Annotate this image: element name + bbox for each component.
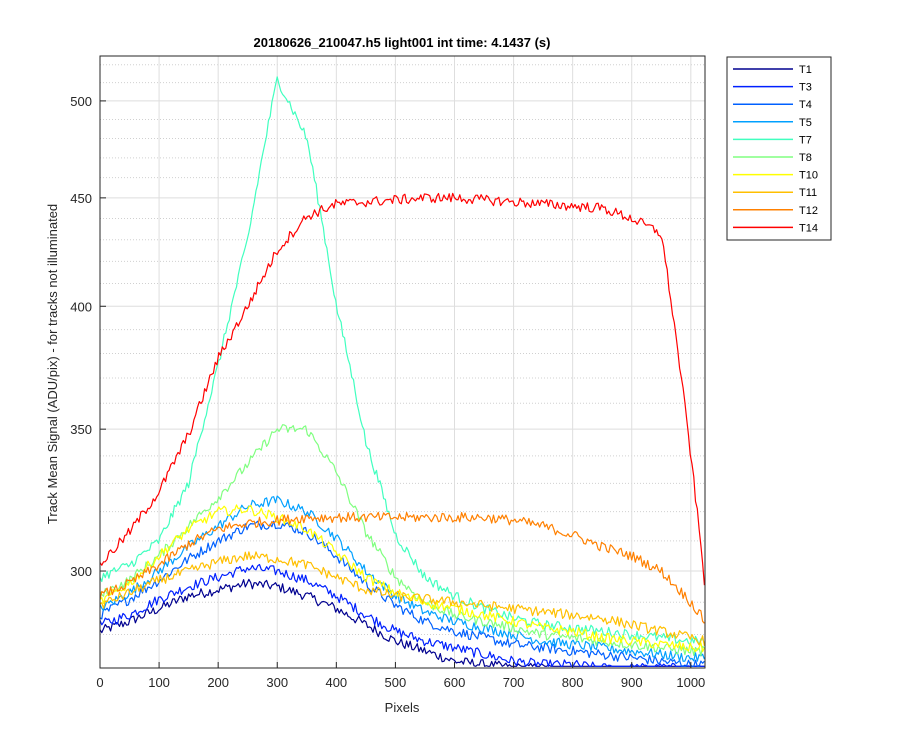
x-tick-label: 200 — [207, 675, 229, 690]
x-tick-label: 600 — [444, 675, 466, 690]
legend-label-t1: T1 — [799, 64, 812, 76]
x-axis-ticks: 0 100 200 300 400 500 600 700 800 900 1000 — [96, 662, 705, 690]
legend-label-t10: T10 — [799, 170, 818, 182]
x-tick-label: 900 — [621, 675, 643, 690]
x-tick-label: 1000 — [676, 675, 705, 690]
plot-area — [100, 56, 705, 668]
series-group — [99, 76, 705, 667]
series-line-t3 — [99, 563, 705, 667]
x-tick-label: 400 — [325, 675, 347, 690]
legend-label-t8: T8 — [799, 152, 812, 164]
y-axis-ticks: 300 350 400 450 500 — [70, 94, 106, 579]
series-line-t12 — [99, 511, 705, 624]
legend-label-t5: T5 — [799, 117, 812, 129]
series-line-t8 — [99, 424, 705, 657]
series-line-t1 — [99, 578, 705, 667]
y-tick-label: 300 — [70, 564, 92, 579]
series-line-t7 — [99, 76, 705, 646]
x-tick-label: 0 — [96, 675, 103, 690]
series-line-t14 — [99, 192, 705, 586]
series-line-t4 — [99, 520, 705, 667]
series-line-t11 — [99, 551, 705, 647]
x-tick-label: 100 — [148, 675, 170, 690]
x-tick-label: 300 — [266, 675, 288, 690]
legend-label-t11: T11 — [799, 187, 817, 199]
y-tick-label: 400 — [70, 299, 92, 314]
y-tick-label: 500 — [70, 94, 92, 109]
legend-label-t14: T14 — [799, 222, 818, 234]
plot-frame — [99, 55, 706, 669]
y-tick-label: 450 — [70, 191, 92, 206]
legend-label-t7: T7 — [799, 134, 812, 146]
x-tick-label: 700 — [503, 675, 525, 690]
legend-label-t3: T3 — [799, 82, 812, 94]
y-tick-label: 350 — [70, 422, 92, 437]
x-tick-label: 800 — [562, 675, 584, 690]
legend-label-t12: T12 — [799, 205, 818, 217]
legend: T1 T3 T4 T5 T7 T8 T10 T11 T12 T14 — [726, 56, 832, 241]
legend-label-t4: T4 — [799, 99, 812, 111]
chart-title: 20180626_210047.h5 light001 int time: 4.… — [253, 35, 550, 50]
x-axis-label: Pixels — [385, 700, 420, 715]
y-axis-label: Track Mean Signal (ADU/pix) - for tracks… — [45, 204, 60, 524]
x-tick-label: 500 — [385, 675, 407, 690]
